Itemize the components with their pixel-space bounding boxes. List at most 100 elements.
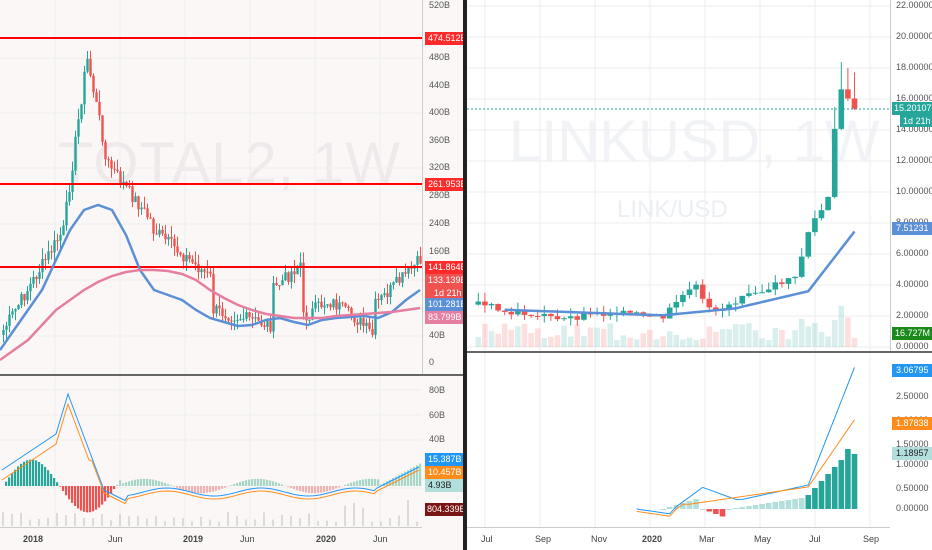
candle-body xyxy=(627,310,633,313)
macd-histogram-bar xyxy=(410,468,413,486)
candle-body xyxy=(548,313,554,317)
linkusd-price-axis-label: 14.00000 xyxy=(896,124,932,134)
candle-body xyxy=(92,75,95,93)
candle-body xyxy=(128,185,131,187)
macd-histogram-bar xyxy=(353,481,356,486)
linkusd-price-axis-label: 22.00000 xyxy=(896,0,932,10)
volume-bar xyxy=(389,517,391,526)
volume-bar xyxy=(831,320,838,347)
macd-histogram-bar xyxy=(401,473,404,486)
candle-body xyxy=(158,229,161,235)
candle-body xyxy=(77,119,80,137)
candle-body xyxy=(359,318,362,325)
macd-histogram-bar xyxy=(248,479,251,486)
candle-body xyxy=(179,252,182,255)
candle-body xyxy=(215,305,218,314)
linkusd-time-sep-2020: Sep xyxy=(863,534,880,544)
price-axis-label: 280B xyxy=(429,190,451,200)
macd-histogram-bar xyxy=(26,460,29,486)
candle-body xyxy=(224,316,227,319)
volume-bar xyxy=(380,521,382,526)
candle-body xyxy=(239,319,242,321)
macd-histogram-bar xyxy=(209,486,212,493)
candle-body xyxy=(131,186,134,202)
linkusd-pane-separator[interactable] xyxy=(467,351,932,353)
candle-body xyxy=(53,240,56,253)
total2-chart-pane[interactable]: TOTAL2, 1W 520B 480B 440B 400B 360B 320B 280B 2… xyxy=(0,0,463,550)
linkusd-price-axis-label: 2.00000 xyxy=(896,310,929,320)
linkusd-chart-pane[interactable]: LINKUSD, 1W LINK/USD 22.00000 20.00000 18.… xyxy=(467,0,932,550)
linkusd-macd-histogram-bar xyxy=(792,499,798,509)
candle-body xyxy=(344,303,347,307)
volume-bar xyxy=(719,329,726,347)
candle-body xyxy=(389,284,392,298)
candle-body xyxy=(308,319,311,321)
linkusd-hist-tag: 1.18957 xyxy=(892,447,932,460)
macd-histogram-bar xyxy=(251,479,254,486)
candle-body xyxy=(392,282,395,285)
linkusd-time-jul-2020: Jul xyxy=(809,534,821,544)
candle-body xyxy=(812,218,818,233)
volume-bar xyxy=(554,335,561,347)
volume-bar xyxy=(587,327,594,347)
total2-price-axis[interactable] xyxy=(422,0,463,375)
linkusd-macd-tag: 3.06795 xyxy=(892,364,932,377)
candle-body xyxy=(11,311,14,315)
macd-histogram-bar xyxy=(125,482,128,486)
volume-bar xyxy=(482,323,488,347)
macd-histogram-bar xyxy=(206,486,209,493)
time-label-2020: 2020 xyxy=(316,534,337,544)
linkusd-macd-histogram-bar xyxy=(732,508,739,509)
candle-body xyxy=(29,283,32,292)
total2-time-axis[interactable] xyxy=(0,527,422,550)
macd-histogram-bar xyxy=(116,484,119,486)
macd-histogram-bar xyxy=(374,479,377,486)
candle-body xyxy=(488,304,495,306)
candle-body xyxy=(35,276,38,279)
macd-histogram-bar xyxy=(197,486,200,494)
volume-bar xyxy=(614,340,620,347)
pane-divider[interactable] xyxy=(463,0,467,550)
candle-body xyxy=(287,272,290,282)
macd-histogram-bar xyxy=(239,481,242,486)
macd-histogram-bar xyxy=(263,479,266,486)
candle-body xyxy=(759,292,765,294)
total2-chart-canvas[interactable] xyxy=(0,0,463,550)
linkusd-signal-tag: 1.87838 xyxy=(892,417,932,430)
volume-bar xyxy=(640,333,647,347)
linkusd-time-jul-2019: Jul xyxy=(481,534,493,544)
linkusd-ma-tag: 7.51231 xyxy=(892,222,932,235)
linkusd-price-axis-label: 6.00000 xyxy=(896,248,929,258)
candle-body xyxy=(633,312,640,314)
macd-histogram-bar xyxy=(11,473,14,486)
volume-bar xyxy=(20,512,22,526)
time-label-2019: 2019 xyxy=(183,534,204,544)
candle-body xyxy=(320,301,323,308)
candle-body xyxy=(170,236,173,239)
candle-body xyxy=(149,217,152,219)
candle-body xyxy=(296,267,299,275)
candle-body xyxy=(746,293,752,296)
candle-body xyxy=(134,196,137,202)
linkusd-price-axis[interactable] xyxy=(890,0,932,352)
candle-body xyxy=(263,325,266,327)
macd-histogram-bar xyxy=(281,484,284,486)
linkusd-price-axis-label: 0.00000 xyxy=(896,341,929,351)
macd-histogram-bar xyxy=(89,486,92,513)
linkusd-macd-histogram-bar xyxy=(739,507,746,509)
linkusd-ma-line xyxy=(504,230,856,317)
linkusd-chart-canvas[interactable] xyxy=(467,0,932,550)
total2-pane-separator[interactable] xyxy=(0,374,463,376)
linkusd-time-axis[interactable] xyxy=(467,527,890,550)
candle-body xyxy=(798,256,805,277)
volume-bar xyxy=(739,324,746,347)
candle-body xyxy=(101,115,104,142)
macd-histogram-bar xyxy=(299,486,302,492)
macd-histogram-bar xyxy=(290,486,293,489)
volume-bar xyxy=(726,329,732,347)
candle-body xyxy=(407,266,410,274)
candle-body xyxy=(203,269,206,272)
macd-histogram-bar xyxy=(155,480,158,486)
price-axis-label: 240B xyxy=(429,218,451,228)
candle-body xyxy=(50,251,53,253)
